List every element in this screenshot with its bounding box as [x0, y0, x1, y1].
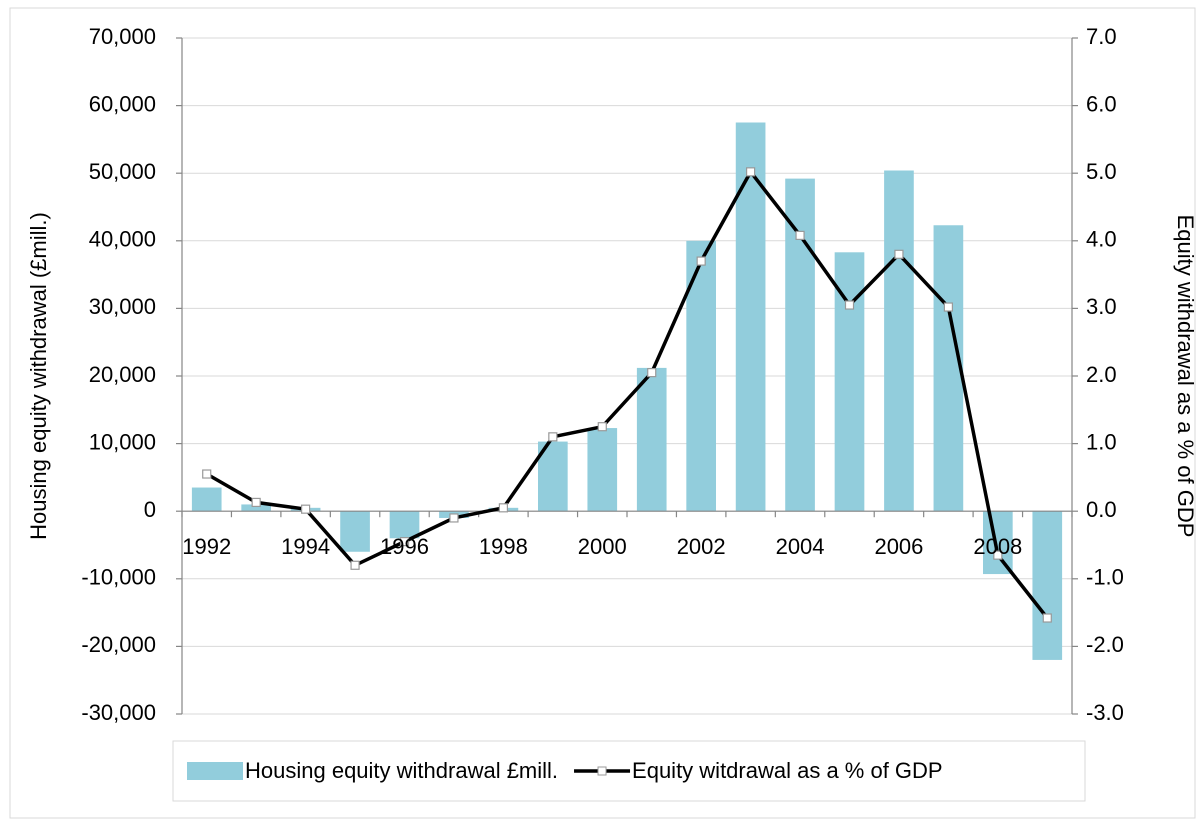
- bar: [933, 225, 964, 512]
- marker: [1042, 613, 1052, 623]
- y2-tick-label: 3.0: [1086, 294, 1117, 319]
- y2-tick-label: 4.0: [1086, 227, 1117, 252]
- y-axis-label: Housing equity withdrawal (£mill.): [26, 212, 51, 540]
- y-tick-label: 30,000: [89, 294, 156, 319]
- bar: [191, 487, 222, 512]
- marker: [647, 368, 657, 378]
- legend-swatch: [187, 762, 243, 780]
- y-tick-label: 70,000: [89, 24, 156, 49]
- y2-tick-label: 0.0: [1086, 497, 1117, 522]
- chart-border: [9, 7, 1196, 819]
- y-tick-label: -30,000: [81, 700, 156, 725]
- y-tick-label: -10,000: [81, 565, 156, 590]
- y2-tick-label: -3.0: [1086, 700, 1124, 725]
- bar: [1032, 511, 1063, 660]
- bar: [241, 504, 271, 512]
- bar: [983, 511, 1013, 575]
- marker: [597, 422, 607, 432]
- marker: [498, 503, 508, 513]
- legend-marker: [597, 766, 607, 776]
- y-tick-label: 60,000: [89, 91, 156, 116]
- x-tick-label: 1994: [281, 534, 330, 559]
- marker: [795, 230, 805, 240]
- legend-label: Housing equity withdrawal £mill.: [245, 758, 558, 783]
- y2-tick-label: 5.0: [1086, 159, 1117, 184]
- y2-tick-label: -2.0: [1086, 632, 1124, 657]
- y-tick-label: 0: [144, 497, 156, 522]
- marker: [350, 560, 360, 570]
- y-tick-label: 50,000: [89, 159, 156, 184]
- marker: [894, 249, 904, 259]
- marker: [746, 167, 756, 177]
- marker: [449, 513, 459, 523]
- bar: [785, 178, 815, 512]
- line: [205, 168, 1049, 620]
- marker: [251, 497, 261, 508]
- bar: [735, 122, 766, 512]
- marker: [399, 537, 410, 547]
- y2-tick-label: 6.0: [1086, 91, 1117, 116]
- marker: [548, 432, 558, 442]
- marker: [993, 550, 1003, 560]
- y2-axis-label: Equity withdrawal as a % of GDP: [1173, 215, 1198, 538]
- marker: [696, 256, 706, 266]
- x-tick-label: 2004: [776, 534, 825, 559]
- x-tick-label: 1996: [380, 534, 429, 559]
- y-tick-label: 20,000: [89, 362, 156, 387]
- y2-tick-label: -1.0: [1086, 565, 1124, 590]
- bar: [340, 511, 370, 552]
- x-tick-label: 2000: [578, 534, 627, 559]
- y-tick-label: 10,000: [89, 429, 156, 454]
- x-tick-label: 2008: [973, 534, 1022, 559]
- marker: [301, 504, 311, 514]
- x-tick-label: 1998: [479, 534, 528, 559]
- x-tick-label: 1992: [182, 534, 231, 559]
- y2-tick-label: 2.0: [1086, 362, 1117, 387]
- marker: [202, 469, 212, 479]
- x-tick-label: 2002: [677, 534, 726, 559]
- bar: [636, 367, 667, 512]
- y2-tick-label: 7.0: [1086, 24, 1117, 49]
- bar: [884, 170, 914, 512]
- legend-label: Equity witdrawal as a % of GDP: [632, 758, 943, 783]
- y-tick-label: -20,000: [81, 632, 156, 657]
- x-tick-label: 2006: [874, 534, 923, 559]
- y2-tick-label: 1.0: [1086, 429, 1117, 454]
- y-tick-label: 40,000: [89, 227, 156, 252]
- marker: [844, 300, 855, 310]
- bar: [587, 428, 618, 512]
- marker: [943, 302, 953, 312]
- bar: [389, 511, 420, 539]
